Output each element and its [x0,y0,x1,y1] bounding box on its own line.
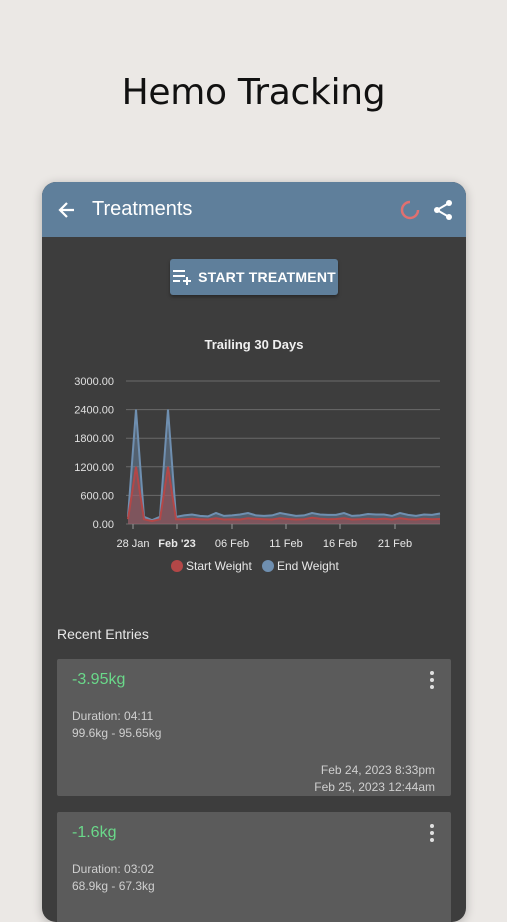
spinner-icon [400,200,420,219]
start-treatment-label: START TREATMENT [198,269,336,285]
series-line-start [127,466,441,523]
start-treatment-button[interactable]: START TREATMENT [170,259,338,295]
recent-entries-heading: Recent Entries [57,626,149,642]
x-tick-label: 21 Feb [378,538,412,550]
weight-chart: Trailing 30 Days 3000.00 2400.00 1800.00 12… [74,337,441,573]
x-tick-label: 11 Feb [269,538,302,550]
entry-weights: 99.6kg - 95.65kg [72,726,162,740]
y-tick-label: 1200.00 [74,462,114,474]
legend-label: End Weight [277,559,339,573]
weight-delta: -3.95kg [72,671,126,688]
more-vert-icon[interactable] [429,824,435,842]
more-vert-icon[interactable] [429,671,435,689]
series-line-end [127,409,441,522]
entry-weights: 68.9kg - 67.3kg [72,879,155,893]
y-tick-label: 0.00 [93,519,114,531]
y-tick-label: 2400.00 [74,405,114,417]
share-icon[interactable] [432,199,454,221]
arrow-left-icon [58,201,74,218]
x-tick-label: 16 Feb [323,538,357,550]
chart-grid [126,380,440,525]
list-item[interactable]: -1.6kg Duration: 03:02 68.9kg - 67.3kg [57,812,451,922]
x-tick-label: 06 Feb [215,538,249,550]
chart-legend: Start Weight End Weight [171,559,339,573]
app-screen: Treatments START TREATMENT Trailing 30 D… [42,182,466,922]
legend-swatch [171,560,183,572]
weight-delta: -1.6kg [72,824,117,841]
chart-title: Trailing 30 Days [205,337,304,352]
promo-title: Hemo Tracking [121,72,386,113]
entry-duration: Duration: 04:11 [72,709,154,723]
app-bar: Treatments [42,182,466,237]
y-tick-label: 600.00 [80,490,114,502]
legend-label: Start Weight [186,559,252,573]
entry-start-time: Feb 24, 2023 8:33pm [320,763,435,777]
back-button[interactable] [46,182,88,237]
list-item[interactable]: -3.95kg Duration: 04:11 99.6kg - 95.65kg… [57,659,451,796]
x-tick-label: 28 Jan [116,538,149,550]
y-tick-label: 3000.00 [74,376,114,388]
y-tick-label: 1800.00 [74,433,114,445]
y-axis-ticks: 3000.00 2400.00 1800.00 1200.00 600.00 0.00 [74,376,114,531]
x-axis-ticks: 28 Jan Feb '23 06 Feb 11 Feb 16 Feb 21 Feb [116,524,412,550]
playlist-add-icon [173,270,192,285]
chart-series [127,409,441,524]
entry-end-time: Feb 25, 2023 12:44am [314,780,435,794]
legend-swatch [262,560,274,572]
entry-duration: Duration: 03:02 [72,862,155,876]
x-tick-label: Feb '23 [158,538,195,550]
app-bar-title: Treatments [92,198,193,220]
